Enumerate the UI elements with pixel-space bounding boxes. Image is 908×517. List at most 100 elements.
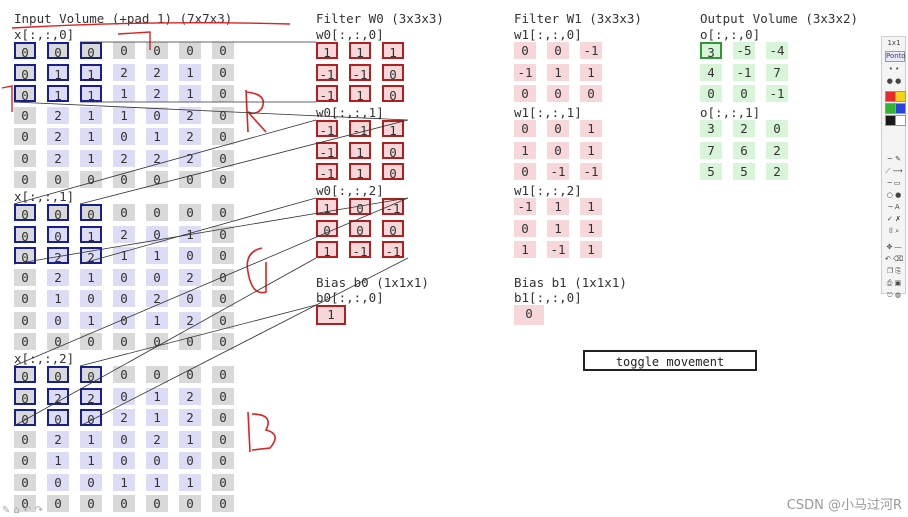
grid-cell: 1: [316, 42, 338, 60]
grid-cell: 0: [14, 149, 36, 167]
grid-cell: 3: [700, 42, 722, 60]
print-icon[interactable]: ⎙ ▣: [886, 279, 902, 287]
grid-cell: 1: [316, 241, 338, 259]
grid-cell: 2: [146, 85, 168, 102]
grid-cell: 0: [14, 204, 36, 222]
grid-cell: 0: [212, 106, 234, 124]
grid-cell: 1: [80, 268, 102, 286]
grid-cell: 1: [80, 311, 102, 329]
grid-cell: 1: [349, 42, 371, 60]
grid-cell: 1: [580, 141, 602, 159]
output-slice-0-label: o[:,:,0]: [700, 27, 761, 42]
grid-cell: 0: [47, 311, 69, 329]
move-icon[interactable]: ✥ ―: [886, 243, 902, 251]
grid-cell: -1: [580, 163, 602, 180]
grid-cell: 0: [14, 366, 36, 384]
grid-cell: 1: [580, 241, 602, 258]
grid-cell: 1: [80, 452, 102, 469]
ellipse-icon[interactable]: ○ ●: [886, 191, 902, 199]
grid-cell: 0: [179, 452, 201, 469]
grid-cell: 0: [212, 333, 234, 350]
exit-icon[interactable]: ⎋ ◍: [887, 291, 901, 299]
grid-cell: 6: [733, 141, 755, 159]
grid-cell: 2: [47, 149, 69, 167]
grid-cell: 0: [179, 247, 201, 264]
grid-cell: 2: [113, 225, 135, 243]
dot-icon[interactable]: ● ●: [886, 77, 902, 85]
grid-cell: -1: [316, 163, 338, 181]
grid-cell: 0: [212, 247, 234, 264]
grid-cell: 2: [80, 247, 102, 265]
grid-cell: 0: [547, 141, 569, 159]
grid-cell: 1: [349, 163, 371, 181]
grid-cell: 0: [14, 409, 36, 427]
grid-cell: 0: [14, 171, 36, 188]
grid-cell: 0: [212, 452, 234, 469]
output-volume-title: Output Volume (3x3x2): [700, 11, 859, 26]
grid-cell: 0: [47, 225, 69, 244]
copy-icon[interactable]: ❐ ⎘: [886, 267, 902, 275]
toolbar-button[interactable]: Ponto: [885, 51, 906, 62]
grid-cell: 0: [47, 333, 69, 350]
grid-cell: 1: [514, 141, 536, 159]
grid-cell: 0: [80, 171, 102, 188]
rect-icon[interactable]: ─ ▭: [887, 179, 901, 187]
input-slice-2-label: x[:,:,2]: [14, 351, 75, 366]
grid-cell: 0: [14, 452, 36, 469]
grid-cell: 0: [47, 171, 69, 188]
grid-cell: 0: [14, 268, 36, 286]
grid-cell: -1: [316, 85, 338, 103]
grid-cell: 0: [80, 42, 102, 60]
undo-icon[interactable]: ↶ ⌫: [885, 255, 903, 263]
bias-b1-title: Bias b1 (1x1x1): [514, 275, 627, 290]
color-swatch[interactable]: [895, 103, 906, 114]
color-swatch[interactable]: [895, 115, 906, 126]
toggle-movement-button[interactable]: toggle movement: [583, 350, 757, 371]
grid-cell: 2: [179, 311, 201, 329]
grid-cell: 0: [14, 63, 36, 82]
grid-cell: 1: [179, 430, 201, 448]
grid-cell: -1: [382, 198, 404, 216]
grid-cell: 1: [514, 241, 536, 258]
text-icon[interactable]: ─ A: [888, 203, 900, 211]
grid-cell: 2: [47, 387, 69, 406]
input-slice-1-label: x[:,:,1]: [14, 189, 75, 204]
bias-b1-value: 0: [514, 305, 544, 325]
line-icon[interactable]: ⟋ ⟶: [885, 167, 903, 175]
dot-icon[interactable]: • •: [888, 65, 900, 73]
grid-cell: 0: [733, 85, 755, 102]
grid-cell: 2: [47, 268, 69, 286]
check-icon[interactable]: ✓ ✗: [887, 215, 901, 223]
grid-cell: 0: [212, 311, 234, 329]
grid-cell: 0: [80, 366, 102, 384]
grid-cell: 0: [113, 42, 135, 59]
grid-cell: 0: [212, 149, 234, 167]
grid-cell: -1: [349, 241, 371, 259]
handwritten-g: [246, 247, 267, 294]
grid-cell: 1: [80, 225, 102, 244]
color-swatch[interactable]: [895, 91, 906, 102]
output-slice-1-label: o[:,:,1]: [700, 105, 761, 120]
grid-cell: 0: [113, 171, 135, 188]
grid-cell: 0: [113, 204, 135, 221]
zoom-icon[interactable]: ⌷ ⌕: [888, 227, 900, 235]
grid-cell: 0: [212, 204, 234, 221]
grid-cell: 1: [179, 473, 201, 491]
grid-cell: 0: [14, 430, 36, 448]
grid-cell: 1: [146, 473, 168, 491]
grid-cell: 0: [212, 128, 234, 145]
grid-cell: 0: [14, 42, 36, 60]
grid-cell: 0: [547, 85, 569, 102]
grid-cell: 0: [146, 366, 168, 383]
grid-cell: 2: [733, 120, 755, 137]
grid-cell: 0: [14, 473, 36, 491]
grid-cell: 7: [700, 141, 722, 159]
grid-cell: 0: [212, 430, 234, 448]
grid-cell: 0: [212, 290, 234, 307]
grid-cell: 0: [146, 268, 168, 286]
grid-cell: -1: [316, 63, 338, 82]
grid-cell: -1: [514, 63, 536, 81]
grid-cell: 1: [146, 311, 168, 329]
pen-icon[interactable]: ~ ✎: [887, 155, 901, 163]
grid-cell: 1: [146, 387, 168, 405]
